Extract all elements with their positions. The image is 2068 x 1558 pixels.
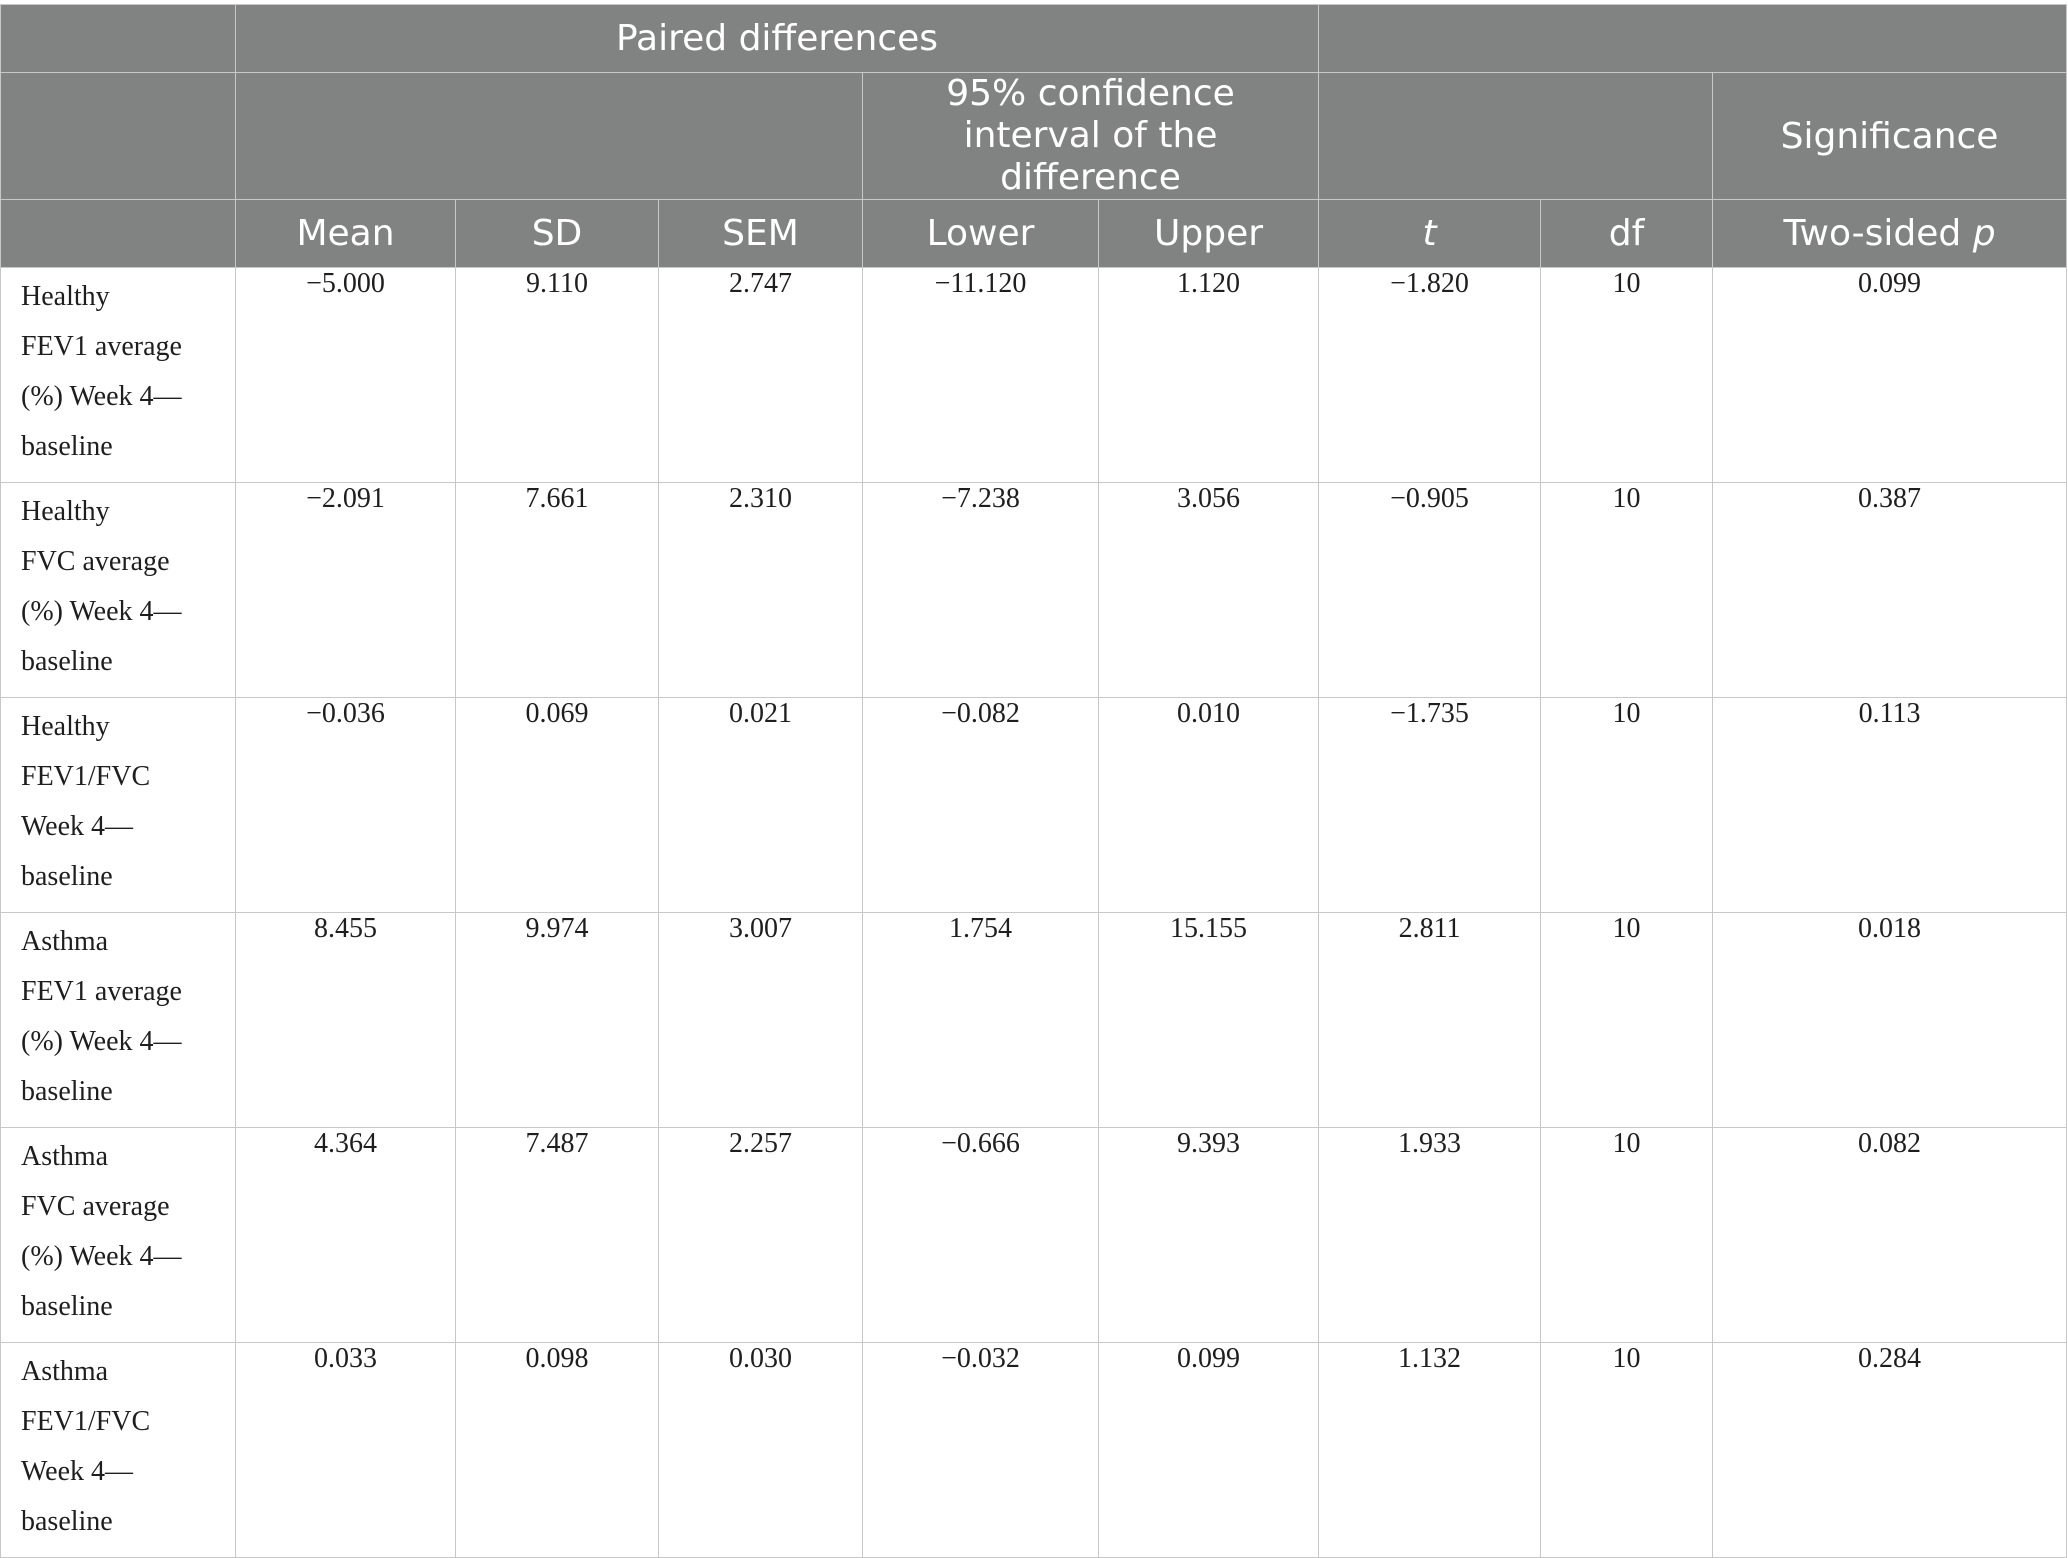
row-label: Healthy FEV1/FVC Week 4— baseline <box>21 711 151 892</box>
cell-mean: 8.455 <box>235 912 456 1128</box>
header-empty-cell <box>1318 4 2068 73</box>
row-label-cell: Healthy FEV1 average (%) Week 4— baselin… <box>0 267 236 483</box>
cell-upper: 3.056 <box>1097 482 1320 698</box>
cell-mean: −2.091 <box>235 482 456 698</box>
table-row: Healthy FEV1/FVC Week 4— baseline −0.036 0… <box>0 697 2068 913</box>
row-label: Healthy FVC average (%) Week 4— baseline <box>21 496 182 677</box>
cell-sem: 3.007 <box>658 912 863 1128</box>
cell-sd: 0.098 <box>455 1342 659 1558</box>
cell-lower: 1.754 <box>862 912 1099 1128</box>
cell-t: −1.820 <box>1318 267 1542 483</box>
cell-sd: 9.974 <box>455 912 659 1128</box>
cell-upper: 9.393 <box>1097 1127 1320 1343</box>
table-row: Asthma FVC average (%) Week 4— baseline 4… <box>0 1127 2068 1343</box>
column-header-sd: SD <box>455 199 659 268</box>
header-row-groups: Paired differences <box>0 4 2068 73</box>
column-header-t-label: t <box>1422 213 1437 254</box>
cell-p: 0.284 <box>1712 1342 2068 1558</box>
row-label-cell: Asthma FEV1 average (%) Week 4— baseline <box>0 912 236 1128</box>
cell-lower: −11.120 <box>862 267 1099 483</box>
table-row: Asthma FEV1 average (%) Week 4— baseline… <box>0 912 2068 1128</box>
cell-mean: 0.033 <box>235 1342 456 1558</box>
header-empty-cell <box>1318 72 1714 200</box>
row-label: Asthma FEV1/FVC Week 4— baseline <box>21 1356 151 1537</box>
header-paired-differences: Paired differences <box>234 4 1320 73</box>
cell-df: 10 <box>1540 912 1714 1128</box>
cell-upper: 0.010 <box>1097 697 1320 913</box>
cell-sd: 0.069 <box>455 697 659 913</box>
cell-t: 2.811 <box>1318 912 1542 1128</box>
cell-p: 0.113 <box>1712 697 2068 913</box>
cell-sem: 0.021 <box>658 697 863 913</box>
cell-t: 1.933 <box>1318 1127 1542 1343</box>
header-empty-cell <box>0 4 236 73</box>
column-header-t: t <box>1318 199 1542 268</box>
cell-sem: 2.747 <box>658 267 863 483</box>
cell-df: 10 <box>1540 697 1714 913</box>
cell-lower: −0.032 <box>862 1342 1099 1558</box>
cell-upper: 0.099 <box>1097 1342 1320 1558</box>
cell-df: 10 <box>1540 482 1714 698</box>
column-header-upper: Upper <box>1097 199 1320 268</box>
cell-sem: 2.310 <box>658 482 863 698</box>
column-header-p-label: p <box>1972 213 1996 254</box>
paired-differences-table: Paired differences 95% confidence interv… <box>0 4 2068 1558</box>
cell-upper: 15.155 <box>1097 912 1320 1128</box>
header-significance: Significance <box>1712 72 2068 200</box>
cell-mean: −0.036 <box>235 697 456 913</box>
column-header-two-sided-p: Two-sided p <box>1712 199 2068 268</box>
cell-t: −0.905 <box>1318 482 1542 698</box>
cell-lower: −0.666 <box>862 1127 1099 1343</box>
row-label: Healthy FEV1 average (%) Week 4— baselin… <box>21 281 182 462</box>
cell-upper: 1.120 <box>1097 267 1320 483</box>
header-row-columns: Mean SD SEM Lower Upper t df Two-sided p <box>0 199 2068 268</box>
row-label-cell: Asthma FEV1/FVC Week 4— baseline <box>0 1342 236 1558</box>
table-row: Asthma FEV1/FVC Week 4— baseline 0.033 0.0… <box>0 1342 2068 1558</box>
cell-p: 0.099 <box>1712 267 2068 483</box>
cell-df: 10 <box>1540 1127 1714 1343</box>
cell-lower: −7.238 <box>862 482 1099 698</box>
cell-sd: 7.487 <box>455 1127 659 1343</box>
cell-sem: 2.257 <box>658 1127 863 1343</box>
column-header-two-sided-label: Two-sided <box>1783 213 1973 254</box>
column-header-mean: Mean <box>235 199 456 268</box>
cell-p: 0.387 <box>1712 482 2068 698</box>
row-label-cell: Asthma FVC average (%) Week 4— baseline <box>0 1127 236 1343</box>
cell-mean: −5.000 <box>235 267 456 483</box>
header-confidence-interval: 95% confidence interval of the differenc… <box>861 72 1320 200</box>
row-label-cell: Healthy FEV1/FVC Week 4— baseline <box>0 697 236 913</box>
column-header-sem: SEM <box>658 199 863 268</box>
row-label-cell: Healthy FVC average (%) Week 4— baseline <box>0 482 236 698</box>
cell-mean: 4.364 <box>235 1127 456 1343</box>
cell-p: 0.018 <box>1712 912 2068 1128</box>
table-header: Paired differences 95% confidence interv… <box>0 4 2068 268</box>
cell-p: 0.082 <box>1712 1127 2068 1343</box>
header-row-subgroups: 95% confidence interval of the differenc… <box>0 72 2068 200</box>
row-label: Asthma FEV1 average (%) Week 4— baseline <box>21 926 182 1107</box>
column-header-lower: Lower <box>862 199 1099 268</box>
row-label: Asthma FVC average (%) Week 4— baseline <box>21 1141 182 1322</box>
cell-sd: 9.110 <box>455 267 659 483</box>
table-row: Healthy FEV1 average (%) Week 4— baselin… <box>0 267 2068 483</box>
cell-t: 1.132 <box>1318 1342 1542 1558</box>
header-empty-cell <box>235 72 863 200</box>
header-empty-cell <box>0 72 236 200</box>
cell-lower: −0.082 <box>862 697 1099 913</box>
table-row: Healthy FVC average (%) Week 4— baseline… <box>0 482 2068 698</box>
cell-sem: 0.030 <box>658 1342 863 1558</box>
cell-df: 10 <box>1540 267 1714 483</box>
table-body: Healthy FEV1 average (%) Week 4— baselin… <box>0 267 2068 1558</box>
cell-sd: 7.661 <box>455 482 659 698</box>
cell-t: −1.735 <box>1318 697 1542 913</box>
column-header-df: df <box>1540 199 1714 268</box>
cell-df: 10 <box>1540 1342 1714 1558</box>
header-empty-cell <box>0 199 236 268</box>
